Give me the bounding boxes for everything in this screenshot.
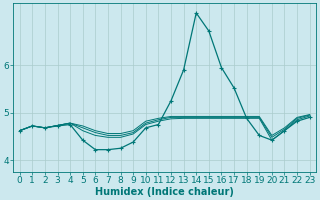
X-axis label: Humidex (Indice chaleur): Humidex (Indice chaleur) — [95, 187, 234, 197]
